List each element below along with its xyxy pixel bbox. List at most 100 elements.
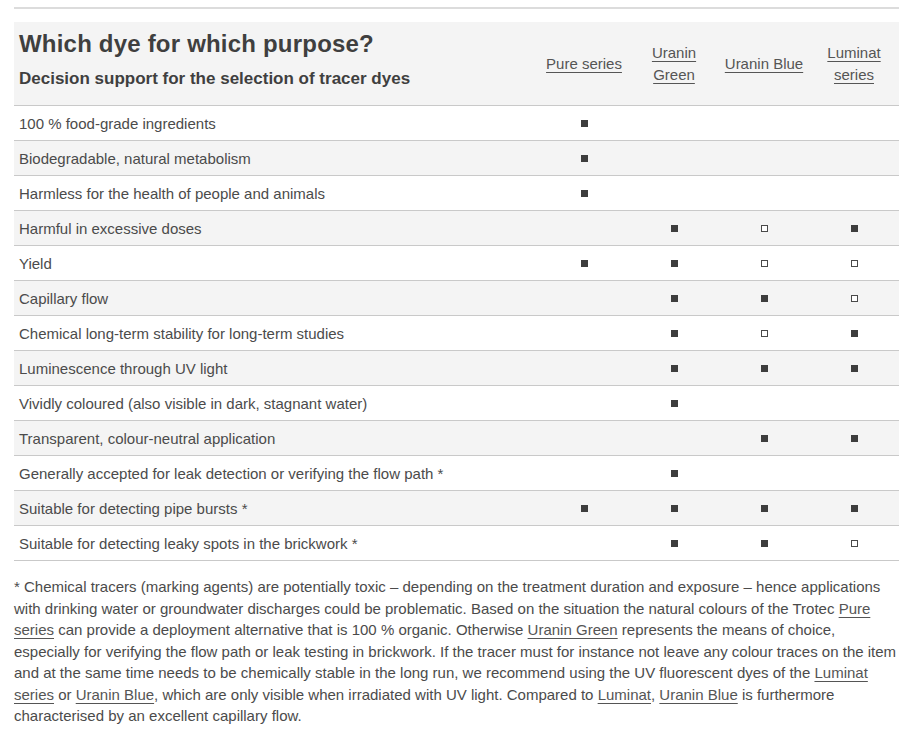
footnote-text: , which are only visible when irradiated… xyxy=(154,686,598,703)
filled-square-marker-icon xyxy=(671,505,678,512)
table-row: Harmless for the health of people and an… xyxy=(14,175,899,210)
column-link-luminat-series[interactable]: Luminat series xyxy=(827,44,880,83)
table-row: Biodegradable, natural metabolism xyxy=(14,140,899,175)
row-label: Transparent, colour-neutral application xyxy=(14,430,539,447)
filled-square-marker-icon xyxy=(851,435,858,442)
page-title: Which dye for which purpose? xyxy=(19,30,539,58)
row-label: Chemical long-term stability for long-te… xyxy=(14,325,539,342)
table-header: Which dye for which purpose? Decision su… xyxy=(14,22,899,105)
footnote-text: or xyxy=(54,686,76,703)
top-divider xyxy=(14,7,899,9)
footnote-link-uranin-green[interactable]: Uranin Green xyxy=(528,621,618,638)
filled-square-marker-icon xyxy=(581,260,588,267)
filled-square-marker-icon xyxy=(761,435,768,442)
filled-square-marker-icon xyxy=(671,365,678,372)
marker-cell xyxy=(809,540,899,547)
table-row: Transparent, colour-neutral application xyxy=(14,420,899,455)
marker-cell xyxy=(629,540,719,547)
filled-square-marker-icon xyxy=(581,190,588,197)
hollow-square-marker-icon xyxy=(761,260,768,267)
marker-cell xyxy=(809,225,899,232)
marker-cell xyxy=(539,260,629,267)
filled-square-marker-icon xyxy=(671,470,678,477)
column-link-uranin-blue[interactable]: Uranin Blue xyxy=(725,55,803,72)
marker-cell xyxy=(719,260,809,267)
marker-cell xyxy=(629,505,719,512)
filled-square-marker-icon xyxy=(761,505,768,512)
marker-cell xyxy=(809,435,899,442)
marker-cell xyxy=(719,225,809,232)
footnote-paragraph: * Chemical tracers (marking agents) are … xyxy=(14,576,899,727)
table-row: Suitable for detecting leaky spots in th… xyxy=(14,525,899,560)
filled-square-marker-icon xyxy=(671,295,678,302)
column-header-uranin-green: Uranin Green xyxy=(629,42,719,86)
table-row: Luminescence through UV light xyxy=(14,350,899,385)
table-row: Generally accepted for leak detection or… xyxy=(14,455,899,490)
filled-square-marker-icon xyxy=(851,505,858,512)
marker-cell xyxy=(719,505,809,512)
row-label: Suitable for detecting leaky spots in th… xyxy=(14,535,539,552)
page-subtitle: Decision support for the selection of tr… xyxy=(19,69,539,89)
marker-cell xyxy=(629,365,719,372)
marker-cell xyxy=(629,400,719,407)
marker-cell xyxy=(719,435,809,442)
filled-square-marker-icon xyxy=(581,505,588,512)
footnote-link-luminat[interactable]: Luminat xyxy=(598,686,651,703)
row-label: Vividly coloured (also visible in dark, … xyxy=(14,395,539,412)
row-label: Harmful in excessive doses xyxy=(14,220,539,237)
row-label: Yield xyxy=(14,255,539,272)
column-link-uranin-green[interactable]: Uranin Green xyxy=(652,44,696,83)
marker-cell xyxy=(629,295,719,302)
column-header-uranin-blue: Uranin Blue xyxy=(719,53,809,75)
row-label: Harmless for the health of people and an… xyxy=(14,185,539,202)
marker-cell xyxy=(809,330,899,337)
column-header-luminat-series: Luminat series xyxy=(809,42,899,86)
marker-cell xyxy=(719,295,809,302)
row-label: Capillary flow xyxy=(14,290,539,307)
row-label: 100 % food-grade ingredients xyxy=(14,115,539,132)
footnote-link-uranin-blue[interactable]: Uranin Blue xyxy=(659,686,737,703)
filled-square-marker-icon xyxy=(581,120,588,127)
table-row: Chemical long-term stability for long-te… xyxy=(14,315,899,350)
hollow-square-marker-icon xyxy=(761,225,768,232)
table-row: Suitable for detecting pipe bursts * xyxy=(14,490,899,525)
filled-square-marker-icon xyxy=(671,225,678,232)
dye-comparison-page: Which dye for which purpose? Decision su… xyxy=(14,7,899,727)
filled-square-marker-icon xyxy=(671,540,678,547)
marker-cell xyxy=(719,365,809,372)
filled-square-marker-icon xyxy=(851,225,858,232)
row-label: Suitable for detecting pipe bursts * xyxy=(14,500,539,517)
hollow-square-marker-icon xyxy=(851,260,858,267)
table-row: Harmful in excessive doses xyxy=(14,210,899,245)
table-row: 100 % food-grade ingredients xyxy=(14,105,899,140)
filled-square-marker-icon xyxy=(671,260,678,267)
marker-cell xyxy=(629,225,719,232)
comparison-table: 100 % food-grade ingredients Biodegradabl… xyxy=(14,105,899,561)
marker-cell xyxy=(809,295,899,302)
hollow-square-marker-icon xyxy=(851,540,858,547)
filled-square-marker-icon xyxy=(851,330,858,337)
table-row: Capillary flow xyxy=(14,280,899,315)
marker-cell xyxy=(719,540,809,547)
column-link-pure-series[interactable]: Pure series xyxy=(546,55,622,72)
marker-cell xyxy=(809,505,899,512)
marker-cell xyxy=(809,365,899,372)
footnote-text: can provide a deployment alternative tha… xyxy=(54,621,528,638)
hollow-square-marker-icon xyxy=(851,295,858,302)
header-titles: Which dye for which purpose? Decision su… xyxy=(14,22,539,105)
filled-square-marker-icon xyxy=(671,330,678,337)
row-label: Generally accepted for leak detection or… xyxy=(14,465,539,482)
footnote-link-uranin-blue[interactable]: Uranin Blue xyxy=(76,686,154,703)
column-header-pure-series: Pure series xyxy=(539,53,629,75)
footnote-text: * Chemical tracers (marking agents) are … xyxy=(14,578,880,617)
filled-square-marker-icon xyxy=(761,295,768,302)
table-row: Yield xyxy=(14,245,899,280)
row-label: Luminescence through UV light xyxy=(14,360,539,377)
marker-cell xyxy=(719,330,809,337)
marker-cell xyxy=(629,470,719,477)
marker-cell xyxy=(539,155,629,162)
marker-cell xyxy=(539,505,629,512)
filled-square-marker-icon xyxy=(761,540,768,547)
column-headers: Pure series Uranin Green Uranin Blue Lumina… xyxy=(539,22,899,105)
marker-cell xyxy=(629,260,719,267)
